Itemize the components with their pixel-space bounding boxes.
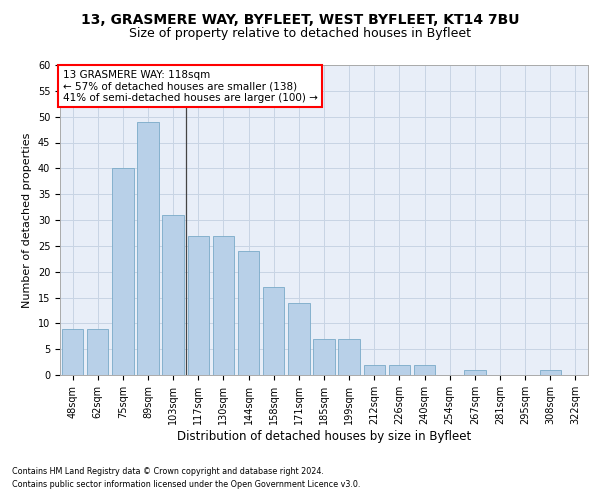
Bar: [313, 339, 335, 375]
Bar: [62, 328, 83, 375]
Text: Contains public sector information licensed under the Open Government Licence v3: Contains public sector information licen…: [12, 480, 361, 489]
Bar: [137, 122, 158, 375]
Bar: [464, 370, 485, 375]
Bar: [263, 287, 284, 375]
Bar: [389, 364, 410, 375]
Bar: [188, 236, 209, 375]
Bar: [338, 339, 360, 375]
Text: Size of property relative to detached houses in Byfleet: Size of property relative to detached ho…: [129, 28, 471, 40]
Bar: [213, 236, 234, 375]
Bar: [87, 328, 109, 375]
Y-axis label: Number of detached properties: Number of detached properties: [22, 132, 32, 308]
Text: 13, GRASMERE WAY, BYFLEET, WEST BYFLEET, KT14 7BU: 13, GRASMERE WAY, BYFLEET, WEST BYFLEET,…: [81, 12, 519, 26]
Text: 13 GRASMERE WAY: 118sqm
← 57% of detached houses are smaller (138)
41% of semi-d: 13 GRASMERE WAY: 118sqm ← 57% of detache…: [62, 70, 317, 103]
Bar: [288, 302, 310, 375]
Text: Contains HM Land Registry data © Crown copyright and database right 2024.: Contains HM Land Registry data © Crown c…: [12, 467, 324, 476]
X-axis label: Distribution of detached houses by size in Byfleet: Distribution of detached houses by size …: [177, 430, 471, 442]
Bar: [238, 251, 259, 375]
Bar: [539, 370, 561, 375]
Bar: [163, 215, 184, 375]
Bar: [112, 168, 134, 375]
Bar: [364, 364, 385, 375]
Bar: [414, 364, 435, 375]
